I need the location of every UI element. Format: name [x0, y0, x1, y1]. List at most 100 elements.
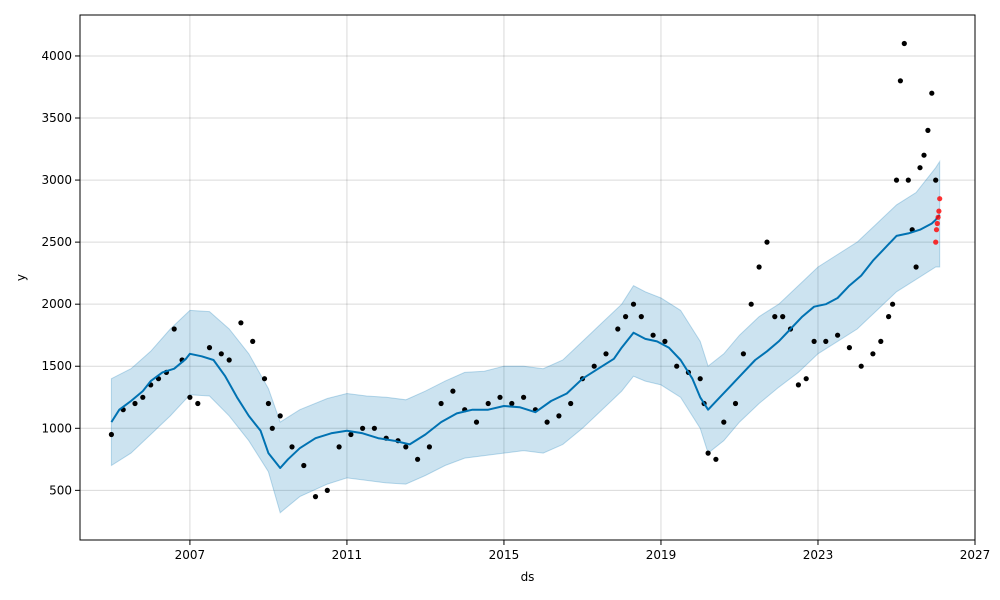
observed-point	[870, 351, 876, 357]
y-tick-label: 1000	[41, 421, 72, 435]
y-tick-label: 1500	[41, 359, 72, 373]
forecast-point	[935, 214, 941, 220]
x-tick-label: 2019	[646, 548, 677, 562]
observed-point	[218, 351, 224, 357]
observed-point	[269, 425, 275, 431]
observed-point	[226, 357, 232, 363]
observed-point	[371, 425, 377, 431]
observed-point	[473, 419, 480, 425]
observed-point	[795, 382, 802, 388]
observed-point	[603, 351, 609, 357]
y-tick-label: 3000	[41, 173, 72, 187]
observed-point	[929, 90, 935, 96]
observed-point	[772, 314, 778, 320]
observed-point	[336, 444, 342, 450]
uncertainty-band	[110, 159, 941, 514]
y-tick-label: 2000	[41, 297, 72, 311]
observed-point	[740, 351, 747, 357]
observed-point	[905, 177, 911, 183]
observed-point	[206, 345, 213, 351]
observed-point	[591, 363, 597, 369]
observed-point	[265, 400, 271, 407]
observed-point	[521, 394, 527, 400]
observed-point	[858, 363, 864, 369]
observed-point	[415, 456, 421, 462]
observed-point	[568, 400, 574, 407]
observed-point	[756, 264, 762, 270]
observed-point	[878, 338, 884, 344]
observed-point	[748, 301, 754, 307]
observed-point	[823, 338, 829, 344]
observed-point	[697, 376, 703, 382]
y-tick-label: 500	[49, 483, 72, 497]
observed-point	[108, 431, 114, 438]
observed-point	[886, 314, 892, 320]
y-tick-label: 4000	[41, 49, 72, 63]
observed-point	[803, 376, 809, 382]
observed-point	[721, 419, 727, 425]
forecast-point	[937, 196, 943, 202]
observed-point	[556, 413, 562, 419]
x-axis-ticks: 2007 2011 2015 2019 2023 2027	[175, 540, 991, 562]
observed-point	[650, 332, 656, 338]
observed-point	[238, 320, 244, 326]
observed-point	[917, 165, 923, 171]
forecast-points	[933, 196, 943, 245]
observed-point	[485, 400, 491, 407]
observed-point	[780, 314, 786, 320]
forecast-line	[110, 214, 941, 469]
observed-point	[615, 326, 621, 332]
observed-point	[360, 425, 366, 431]
y-tick-label: 3500	[41, 111, 72, 125]
observed-point	[261, 376, 268, 382]
observed-point	[623, 314, 629, 320]
observed-point	[835, 332, 841, 338]
observed-point	[289, 444, 295, 450]
observed-point	[312, 494, 319, 500]
observed-point	[277, 413, 283, 419]
forecast-point	[936, 208, 942, 214]
observed-point	[901, 40, 907, 47]
observed-point	[140, 394, 146, 400]
x-tick-label: 2015	[489, 548, 520, 562]
observed-point	[662, 338, 668, 344]
observed-point	[705, 450, 711, 456]
observed-point	[324, 487, 330, 493]
observed-point	[301, 462, 307, 469]
x-axis-label: ds	[521, 570, 535, 584]
x-tick-label: 2011	[332, 548, 363, 562]
observed-point	[250, 338, 256, 344]
observed-point	[426, 444, 432, 450]
forecast-point	[933, 227, 940, 233]
observed-point	[846, 345, 853, 351]
forecast-series	[110, 214, 941, 469]
forecast-point	[934, 220, 940, 227]
plot-frame	[79, 14, 976, 541]
observed-point	[195, 400, 201, 407]
observed-point	[132, 400, 138, 407]
observed-point	[509, 400, 515, 407]
observed-point	[674, 363, 680, 369]
forecast-point	[933, 239, 939, 245]
observed-point	[713, 456, 719, 462]
observed-point	[890, 301, 896, 307]
x-tick-label: 2027	[960, 548, 991, 562]
observed-point	[630, 301, 637, 307]
observed-point	[450, 388, 456, 394]
observed-point	[732, 400, 739, 407]
observed-point	[187, 394, 193, 400]
observed-point	[925, 127, 931, 133]
observed-point	[764, 239, 770, 245]
observed-point	[921, 152, 927, 158]
observed-point	[897, 78, 904, 84]
observed-point	[811, 338, 817, 344]
observed-point	[497, 394, 503, 400]
observed-point	[171, 326, 177, 332]
uncertainty-area	[110, 159, 941, 514]
observed-point	[933, 177, 939, 183]
observed-point	[638, 314, 644, 320]
observed-point	[913, 264, 919, 270]
observed-point	[893, 177, 900, 183]
observed-point	[438, 400, 444, 407]
